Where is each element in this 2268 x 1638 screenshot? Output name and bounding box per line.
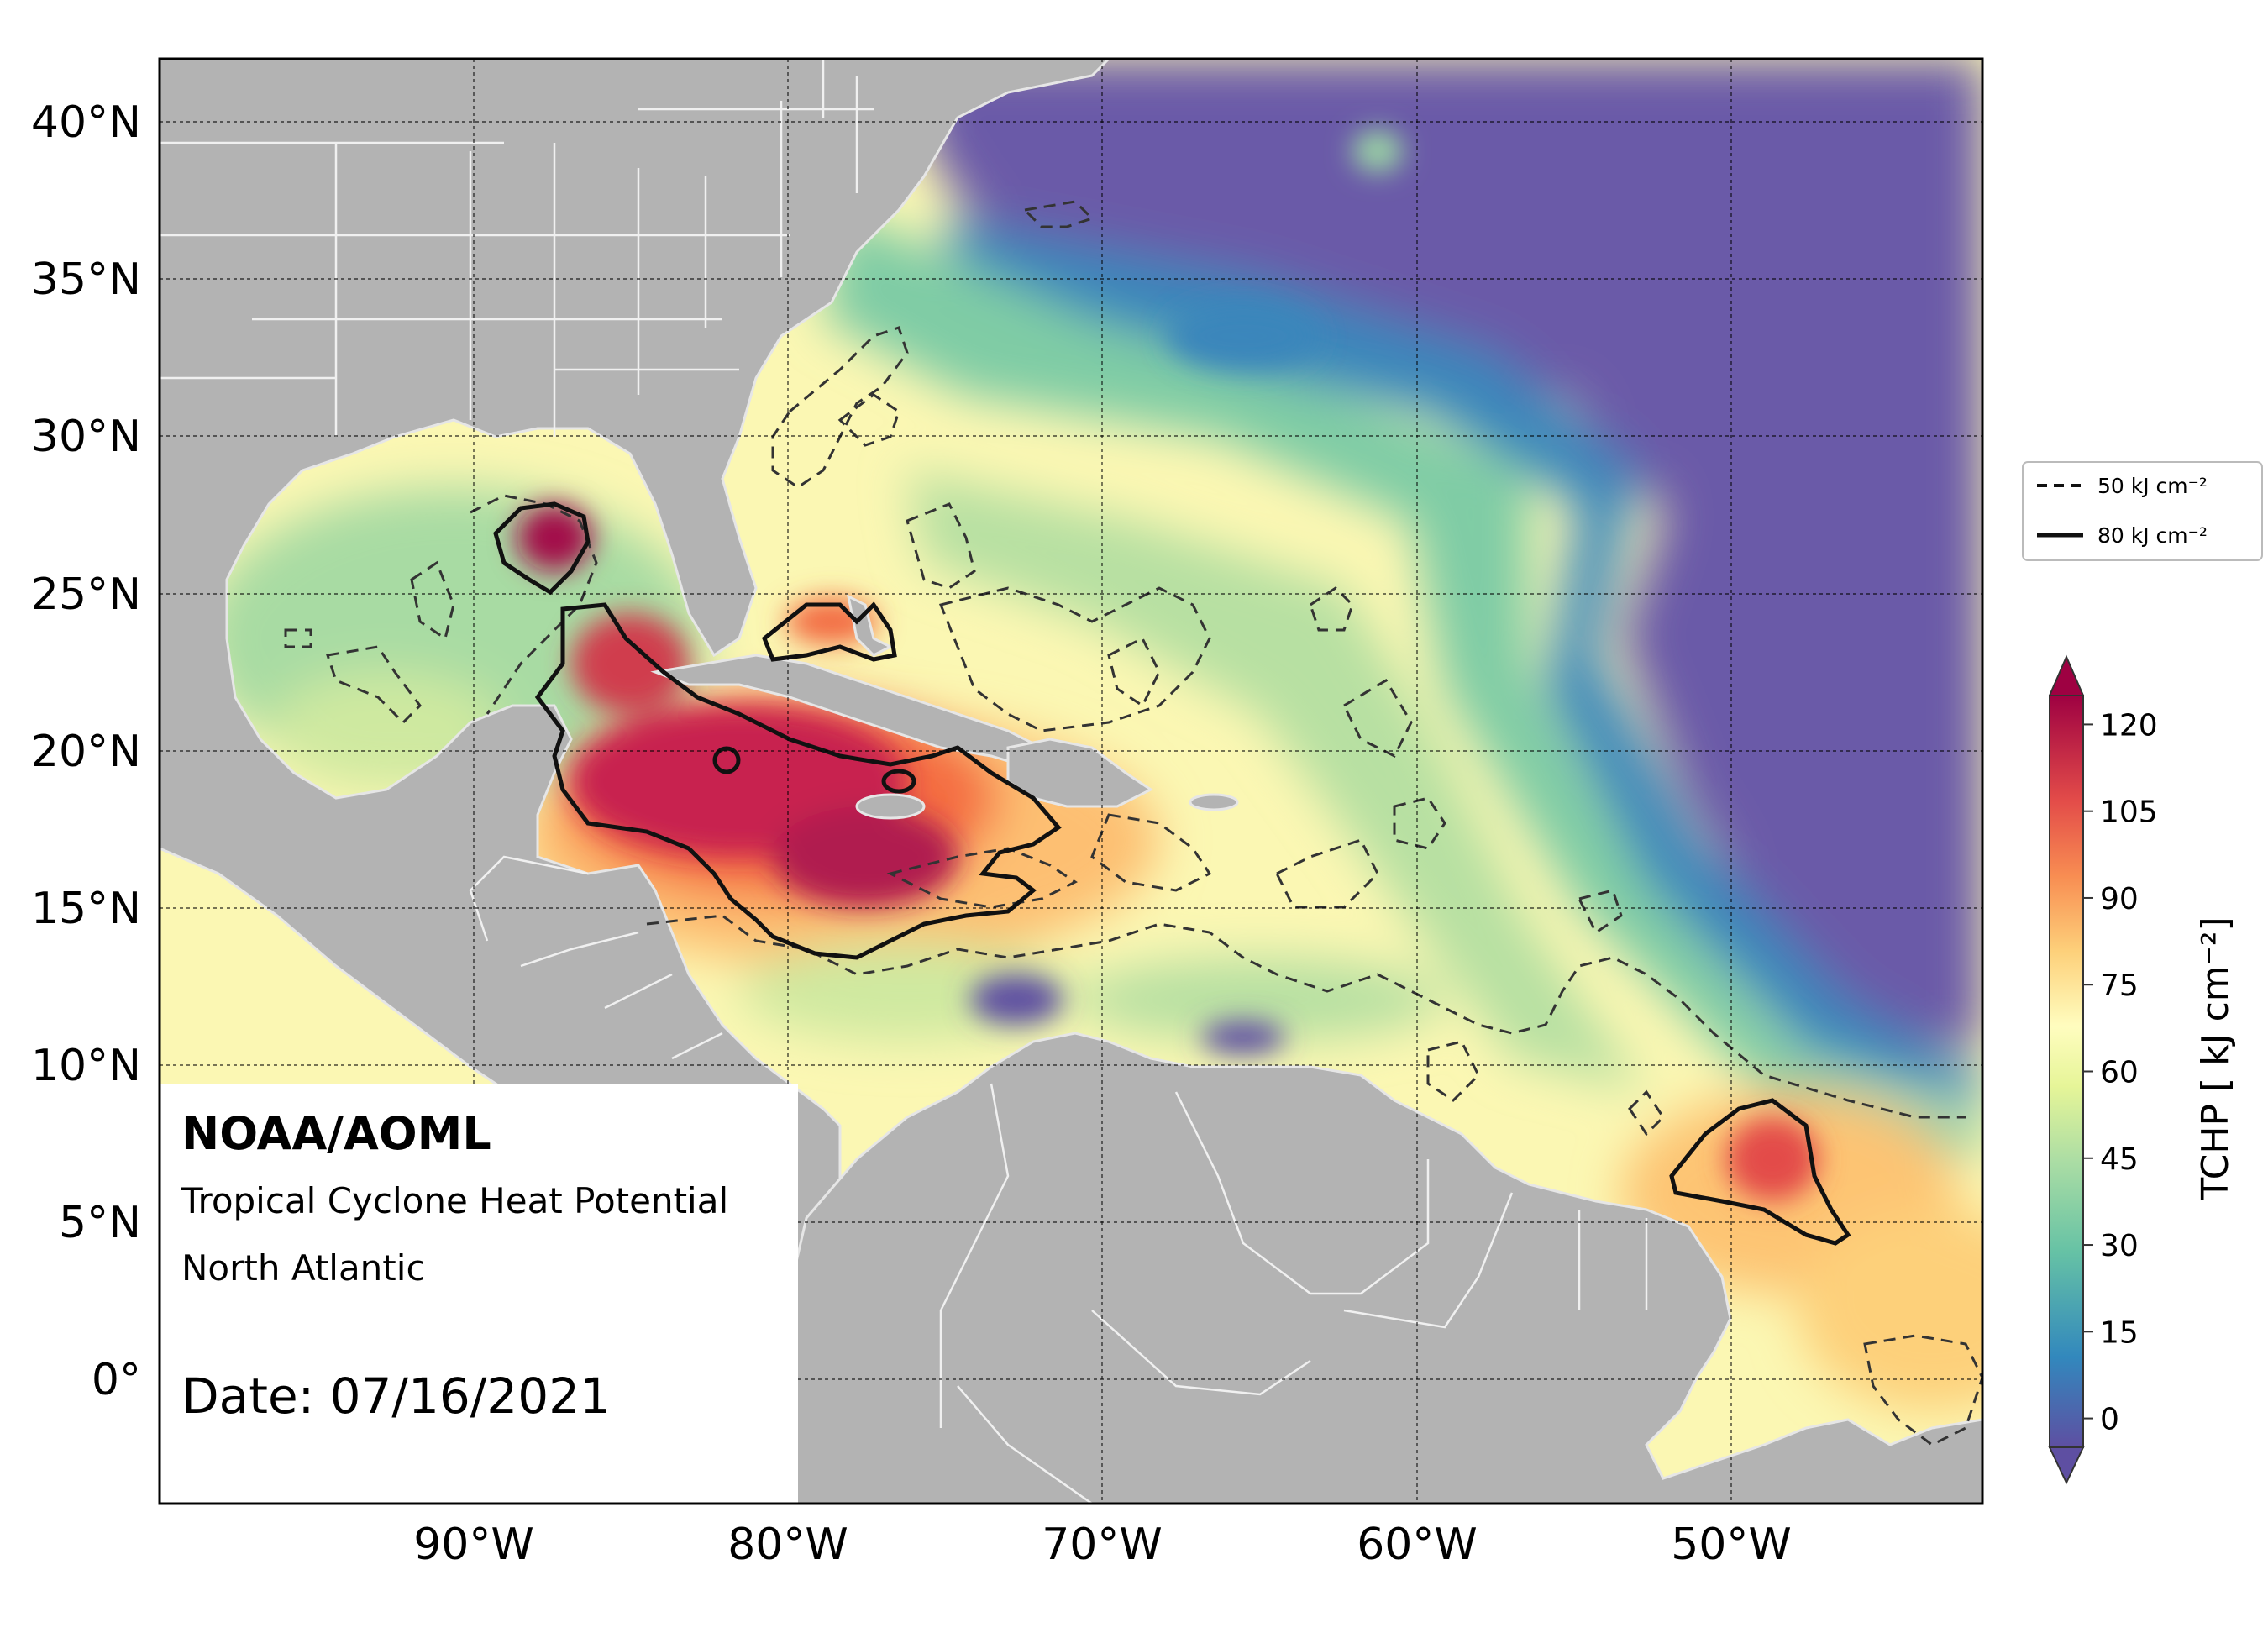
colorbar-tick-label: 15 xyxy=(2100,1315,2139,1350)
product-name: Tropical Cyclone Heat Potential xyxy=(181,1180,729,1221)
lat-tick: 40°N xyxy=(31,97,141,148)
colorbar-gradient xyxy=(2050,696,2083,1447)
info-panel-bg xyxy=(160,1084,798,1504)
south-america-borders xyxy=(939,1083,1648,1504)
lat-tick: 30°N xyxy=(31,412,141,462)
colorbar-tick-label: 120 xyxy=(2100,708,2158,743)
lat-tick: 10°N xyxy=(31,1041,141,1091)
contour-legend: 50 kJ cm⁻² 80 kJ cm⁻² xyxy=(2022,461,2263,561)
lon-tick: 50°W xyxy=(1671,1520,1792,1570)
lat-tick: 0° xyxy=(92,1355,141,1405)
lat-tick: 35°N xyxy=(31,255,141,305)
land-masses xyxy=(160,59,1982,1504)
org-title: NOAA/AOML xyxy=(181,1107,491,1160)
lon-tick: 80°W xyxy=(727,1520,848,1570)
colorbar: 120 105 90 75 60 45 30 15 0 TCHP [ kJ cm⁻²] xyxy=(2048,654,2237,1485)
south-america xyxy=(754,1032,1982,1504)
lat-tick-labels: 40°N 35°N 30°N 25°N 20°N 15°N 10°N 5°N 0… xyxy=(31,97,141,1405)
lon-tick: 60°W xyxy=(1357,1520,1478,1570)
colorbar-tick-label: 45 xyxy=(2100,1142,2139,1177)
us-state-borders xyxy=(160,59,874,437)
colorbar-label: TCHP [ kJ cm⁻²] xyxy=(2194,916,2237,1200)
lon-tick: 70°W xyxy=(1042,1520,1163,1570)
jamaica xyxy=(855,793,926,820)
lat-tick: 15°N xyxy=(31,884,141,934)
colorbar-tick-label: 75 xyxy=(2100,969,2139,1003)
contour-50 xyxy=(284,200,1982,1446)
plot-area xyxy=(160,59,1982,1504)
legend-label-80: 80 kJ cm⁻² xyxy=(2097,523,2208,548)
colorbar-tick-label: 90 xyxy=(2100,882,2139,916)
bahamas xyxy=(846,594,894,657)
puerto-rico xyxy=(1189,793,1239,811)
colorbar-tick-label: 30 xyxy=(2100,1229,2139,1263)
lon-tick: 90°W xyxy=(413,1520,534,1570)
colorbar-ticks: 120 105 90 75 60 45 30 15 0 xyxy=(2083,708,2158,1437)
date-label: Date: 07/16/2021 xyxy=(181,1368,611,1425)
lat-tick: 25°N xyxy=(31,570,141,620)
colorbar-top-arrow xyxy=(2048,654,2085,696)
axes-frame xyxy=(158,57,1984,1505)
tchp-hotspots xyxy=(517,130,1819,1201)
legend-label-50: 50 kJ cm⁻² xyxy=(2097,474,2208,498)
colorbar-tick-label: 60 xyxy=(2100,1056,2139,1090)
lat-tick: 20°N xyxy=(31,727,141,777)
colorbar-tick-label: 105 xyxy=(2100,795,2158,830)
country-borders-central-america xyxy=(469,855,723,1060)
lat-tick: 5°N xyxy=(59,1198,141,1248)
colorbar-bottom-arrow xyxy=(2048,1446,2085,1485)
lon-tick-labels: 90°W 80°W 70°W 60°W 50°W xyxy=(413,1520,1792,1570)
colorbar-tick-label: 0 xyxy=(2100,1403,2119,1437)
region-name: North Atlantic xyxy=(181,1247,426,1289)
